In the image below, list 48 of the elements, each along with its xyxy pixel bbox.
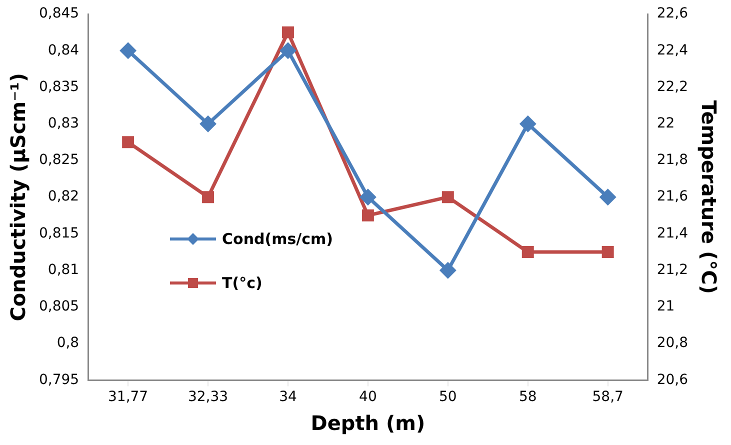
y-tick-label: 0,82 bbox=[48, 188, 80, 205]
y-tick-label: 0,845 bbox=[38, 6, 80, 22]
x-tick-label: 31,77 bbox=[108, 389, 148, 406]
y2-tick-label: 20,8 bbox=[656, 335, 688, 352]
y2-tick-label: 22,4 bbox=[656, 42, 688, 58]
x-axis-title: Depth (m) bbox=[310, 411, 426, 436]
point bbox=[602, 246, 614, 258]
y2-tick-label: 21,8 bbox=[656, 152, 688, 168]
x-tick-label: 32,33 bbox=[188, 389, 228, 406]
point bbox=[122, 136, 134, 148]
y2-tick-label: 21,2 bbox=[656, 262, 688, 278]
point bbox=[440, 262, 456, 278]
point bbox=[200, 116, 216, 132]
y-tick-label: 0,8 bbox=[56, 335, 80, 352]
point bbox=[120, 42, 136, 58]
y-tick-label: 0,835 bbox=[38, 78, 80, 95]
x-tick-label: 40 bbox=[359, 389, 377, 406]
point bbox=[280, 42, 296, 58]
legend-label: Cond(ms/cm) bbox=[222, 230, 333, 248]
y-tick-label: 0,83 bbox=[48, 116, 80, 132]
y-tick-label: 0,84 bbox=[48, 42, 80, 58]
y-axis-title: Conductivity (µScm⁻¹) bbox=[6, 72, 30, 322]
point bbox=[282, 26, 294, 38]
x-tick-label: 58,7 bbox=[592, 389, 624, 406]
y-tick-label: 0,805 bbox=[38, 298, 80, 315]
y2-tick-label: 22,6 bbox=[656, 6, 688, 22]
y-tick-label: 0,795 bbox=[38, 372, 80, 388]
y2-tick-label: 22 bbox=[656, 116, 675, 132]
y2-axis-title: Temperature (°C) bbox=[696, 100, 721, 294]
y2-tick-label: 21,4 bbox=[656, 225, 688, 242]
y-tick-label: 0,81 bbox=[48, 262, 80, 278]
point bbox=[362, 209, 374, 222]
x-tick-label: 50 bbox=[439, 389, 457, 406]
x-tick-label: 58 bbox=[518, 389, 537, 406]
y2-tick-label: 20,6 bbox=[656, 372, 688, 388]
y-tick-label: 0,825 bbox=[38, 152, 80, 168]
point bbox=[522, 246, 534, 258]
legend-label: T(°c) bbox=[222, 274, 262, 292]
point bbox=[600, 189, 616, 205]
y2-tick-label: 22,2 bbox=[656, 78, 688, 95]
y2-tick-label: 21 bbox=[656, 298, 675, 315]
point bbox=[520, 116, 536, 132]
y-tick-label: 0,815 bbox=[38, 225, 80, 242]
y2-tick-label: 21,6 bbox=[656, 188, 688, 205]
point bbox=[202, 191, 214, 204]
x-tick-label: 34 bbox=[279, 389, 297, 406]
point bbox=[360, 189, 376, 205]
point bbox=[442, 191, 454, 204]
